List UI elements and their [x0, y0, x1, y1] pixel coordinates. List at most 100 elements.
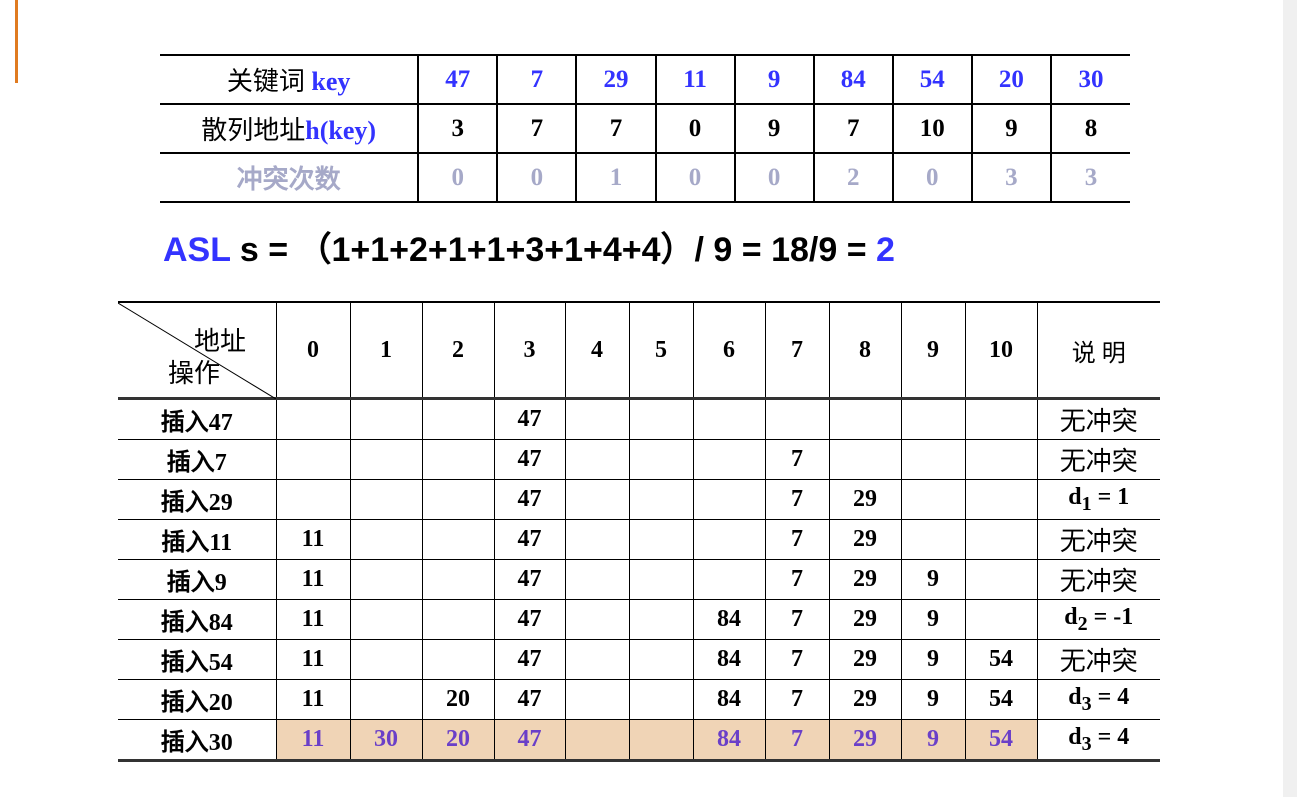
operation-cell: 插入30 [118, 719, 277, 762]
slot-cell: 7 [764, 639, 830, 680]
slot-cell [564, 439, 630, 480]
note-cell: d2 = -1 [1036, 599, 1160, 640]
value-cell: 10 [891, 103, 972, 154]
table-row: 插入30 11 30 20 47 84 7 29 9 54 d3 = 4 [118, 719, 1160, 762]
slot-cell: 7 [764, 559, 830, 600]
header-row: 地址 操作 0 1 2 3 4 5 6 7 8 9 10 说 明 [118, 301, 1160, 400]
slot-cell [275, 439, 351, 480]
slot-cell [828, 398, 902, 440]
slot-cell: 7 [764, 599, 830, 640]
value-cell: 3 [1049, 152, 1130, 203]
slot-cell: 9 [900, 719, 966, 762]
conflicts-row-label: 冲突次数 [160, 152, 419, 203]
slot-cell: 29 [828, 679, 902, 720]
asl-result: 2 [876, 231, 895, 269]
value-cell: 9 [970, 103, 1051, 154]
operation-cell: 插入47 [118, 398, 277, 440]
address-header: 3 [493, 301, 566, 400]
slot-cell [564, 398, 630, 440]
slot-cell [421, 398, 495, 440]
slot-cell [628, 679, 694, 720]
slot-cell [421, 559, 495, 600]
slot-cell [421, 599, 495, 640]
value-cell: 0 [733, 152, 814, 203]
slot-cell [692, 439, 766, 480]
accent-bar [15, 0, 18, 83]
slot-cell: 9 [900, 559, 966, 600]
slot-cell [628, 639, 694, 680]
address-header: 8 [828, 301, 902, 400]
operation-cell: 插入9 [118, 559, 277, 600]
slot-cell [692, 398, 766, 440]
operation-cell: 插入54 [118, 639, 277, 680]
slot-cell: 47 [493, 599, 566, 640]
value-cell: 8 [1049, 103, 1130, 154]
scrollbar-track[interactable] [1283, 0, 1297, 797]
slot-cell [764, 398, 830, 440]
corner-cell: 地址 操作 [118, 301, 277, 400]
slot-cell [964, 398, 1038, 440]
slot-cell [349, 559, 423, 600]
note-value: = 1 [1091, 483, 1130, 510]
asl-prefix: ASL [163, 231, 231, 269]
note-d: d [1068, 483, 1082, 510]
slot-cell: 47 [493, 398, 566, 440]
operation-cell: 插入11 [118, 519, 277, 560]
key-row: 关键词 key 47 7 29 11 9 84 54 20 30 [160, 54, 1130, 105]
slot-cell [564, 599, 630, 640]
slot-cell: 29 [828, 519, 902, 560]
slot-cell [349, 398, 423, 440]
slot-cell: 84 [692, 639, 766, 680]
hash-row-label: 散列地址h(key) [160, 103, 419, 154]
slot-cell: 7 [764, 519, 830, 560]
slot-cell [628, 398, 694, 440]
slot-cell [349, 639, 423, 680]
slot-cell: 30 [349, 719, 423, 762]
address-header: 7 [764, 301, 830, 400]
value-cell: 0 [891, 152, 972, 203]
value-cell: 0 [417, 152, 498, 203]
slot-cell [964, 519, 1038, 560]
value-cell: 7 [496, 103, 577, 154]
value-cell: 84 [812, 54, 893, 105]
slot-cell [692, 479, 766, 520]
slot-cell: 54 [964, 679, 1038, 720]
table-row: 插入7 47 7 无冲突 [118, 439, 1160, 480]
slot-cell [421, 439, 495, 480]
note-subscript: 2 [1077, 612, 1088, 635]
address-header: 10 [964, 301, 1038, 400]
corner-address-label: 地址 [194, 327, 247, 356]
address-header: 6 [692, 301, 766, 400]
slot-cell: 7 [764, 679, 830, 720]
slot-cell [828, 439, 902, 480]
label-cn: 关键词 [226, 67, 312, 96]
slot-cell [628, 439, 694, 480]
slot-cell: 47 [493, 519, 566, 560]
table-row: 插入47 47 无冲突 [118, 398, 1160, 440]
slot-cell: 11 [275, 719, 351, 762]
slot-cell: 54 [964, 719, 1038, 762]
hash-insert-table: 地址 操作 0 1 2 3 4 5 6 7 8 9 10 说 明 插入47 47 无冲突 插入7 47 7 无冲突… [118, 301, 1160, 762]
slot-cell [900, 519, 966, 560]
slot-cell: 84 [692, 599, 766, 640]
value-cell: 29 [575, 54, 656, 105]
note-value: = 4 [1091, 683, 1130, 710]
note-cell: 无冲突 [1036, 519, 1160, 560]
value-cell: 20 [970, 54, 1051, 105]
value-cell: 1 [575, 152, 656, 203]
value-cell: 11 [654, 54, 735, 105]
asl-expression: s = （1+1+2+1+1+3+1+4+4）/ 9 = 18/9 = [230, 231, 876, 269]
slot-cell: 29 [828, 719, 902, 762]
operation-cell: 插入84 [118, 599, 277, 640]
note-d: d [1068, 723, 1082, 750]
hash-row: 散列地址h(key) 3 7 7 0 9 7 10 9 8 [160, 103, 1130, 154]
value-cell: 30 [1049, 54, 1130, 105]
value-cell: 3 [417, 103, 498, 154]
address-header: 4 [564, 301, 630, 400]
slot-cell: 29 [828, 599, 902, 640]
note-cell: 无冲突 [1036, 439, 1160, 480]
diagonal-line [118, 303, 276, 399]
slot-cell: 84 [692, 679, 766, 720]
note-value: = 4 [1091, 723, 1130, 750]
